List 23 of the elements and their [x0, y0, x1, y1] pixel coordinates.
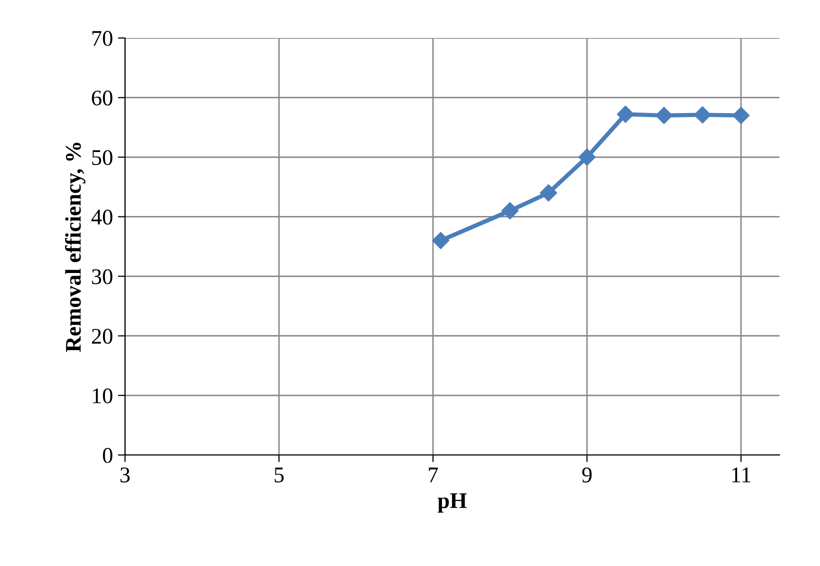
- y-tick-label: 10: [92, 388, 112, 404]
- x-tick-label: 7: [428, 468, 438, 482]
- y-tick-label: 20: [92, 328, 112, 344]
- point: [540, 184, 558, 202]
- y-tick-label: 70: [92, 30, 112, 46]
- point: [694, 106, 712, 124]
- point: [732, 106, 750, 124]
- x-axis-title: pH: [438, 493, 467, 513]
- x-tick-label: 9: [582, 468, 592, 482]
- x-tick-label: 11: [732, 468, 750, 482]
- y-tick-label: 40: [91, 210, 112, 225]
- y-tick-label: 60: [92, 90, 112, 106]
- point: [655, 106, 673, 124]
- point: [616, 106, 634, 123]
- x-tick-label: 3: [120, 468, 130, 482]
- point: [432, 232, 450, 250]
- y-tick-label: 50: [92, 150, 112, 166]
- x-tick-label: 5: [274, 468, 284, 482]
- point: [501, 202, 519, 220]
- point: [578, 148, 596, 166]
- y-tick-label: 30: [92, 269, 112, 284]
- y-tick-label: 0: [102, 448, 112, 463]
- y-axis-title: Removal efficiency, %: [64, 142, 86, 352]
